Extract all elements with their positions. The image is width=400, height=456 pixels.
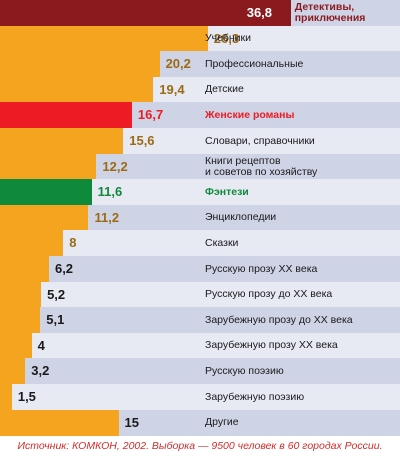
category-label: Фэнтези	[205, 185, 249, 198]
data-label: 12,2	[102, 158, 128, 174]
category-label: Зарубежную поэзию	[205, 390, 305, 403]
category-label: Русскую поэзию	[205, 364, 284, 377]
category-label: Словари, справочники	[205, 134, 315, 147]
data-label: 4	[37, 337, 45, 353]
chart-row: 4 Зарубежную прозу XX века	[0, 332, 400, 359]
category-label: Зарубежную прозу XX века	[205, 339, 338, 352]
bar	[0, 307, 41, 334]
category-label: Книги рецептов и советов по хозяйству	[205, 154, 318, 178]
bar	[0, 230, 64, 257]
category-label: Энциклопедии	[205, 211, 277, 224]
data-label: 3,2	[31, 363, 50, 379]
chart-row: 11,2 Энциклопедии	[0, 204, 400, 231]
bar	[0, 409, 119, 436]
data-label: 19,4	[159, 81, 185, 97]
data-label: 6,2	[54, 261, 74, 276]
category-label: Женские романы	[205, 108, 295, 121]
chart-row: 3,2 Русскую поэзию	[0, 358, 400, 385]
data-label: 8	[69, 235, 77, 251]
data-label: 15,6	[129, 133, 155, 148]
bar	[0, 25, 208, 52]
data-label: 16,7	[137, 107, 164, 123]
chart-row: 36,8 Детективы, приключения	[0, 0, 400, 26]
data-label: 1,5	[17, 389, 36, 404]
chart-row: 12,2 Книги рецептов и советов по хозяйств…	[0, 153, 400, 180]
data-label: 20,2	[165, 56, 191, 72]
chart-row: 26,3 Учебники	[0, 25, 400, 52]
bar	[0, 128, 124, 154]
category-label: Русскую прозу XX века	[205, 262, 318, 275]
chart-row: 15 Другие	[0, 409, 400, 436]
chart-row: 5,1 Зарубежную прозу до XX века	[0, 307, 400, 334]
data-label: 11,2	[94, 209, 120, 225]
bar	[0, 0, 291, 26]
category-label: Детские	[205, 83, 244, 96]
category-label: Детективы, приключения	[294, 1, 366, 24]
category-label: Учебники	[205, 32, 251, 45]
chart-row: 8 Сказки	[0, 230, 400, 257]
category-label: Профессиональные	[205, 57, 304, 70]
category-label: Другие	[205, 416, 239, 429]
chart-row: 1,5 Зарубежную поэзию	[0, 384, 400, 410]
chart-row: 6,2 Русскую прозу XX века	[0, 256, 400, 282]
chart-row: 5,2 Русскую прозу до XX века	[0, 281, 400, 308]
category-label: Русскую прозу до XX века	[205, 288, 333, 301]
chart-row: 16,7 Женские романы	[0, 102, 400, 129]
bar-area: 36,8 Детективы, приключения 26,3 Учебники 20…	[0, 0, 400, 436]
bar	[0, 179, 92, 206]
chart-row: 19,4 Детские	[0, 76, 400, 103]
chart-row: 15,6 Словари, справочники	[0, 128, 400, 154]
bar	[0, 153, 97, 180]
data-label: 5,2	[47, 286, 66, 302]
category-label: Зарубежную прозу до XX века	[205, 313, 353, 326]
bar	[0, 204, 89, 231]
data-label: 15	[124, 414, 139, 430]
data-label: 5,1	[46, 312, 65, 328]
category-label: Сказки	[205, 236, 239, 249]
chart-row: 20,2 Профессиональные	[0, 51, 400, 78]
bar	[0, 281, 42, 308]
data-label: 11,6	[97, 184, 123, 200]
bar	[0, 358, 26, 385]
bar	[0, 384, 12, 410]
data-label: 36,8	[246, 5, 273, 20]
chart-row: 11,6 Фэнтези	[0, 179, 400, 206]
bar	[0, 332, 32, 359]
bar	[0, 51, 160, 78]
bar	[0, 76, 154, 103]
bar	[0, 256, 49, 282]
source-footnote: Источник: КОМКОН, 2002. Выборка — 9500 ч…	[17, 440, 383, 452]
data-label: 26,3	[213, 30, 240, 46]
bar	[0, 102, 132, 129]
